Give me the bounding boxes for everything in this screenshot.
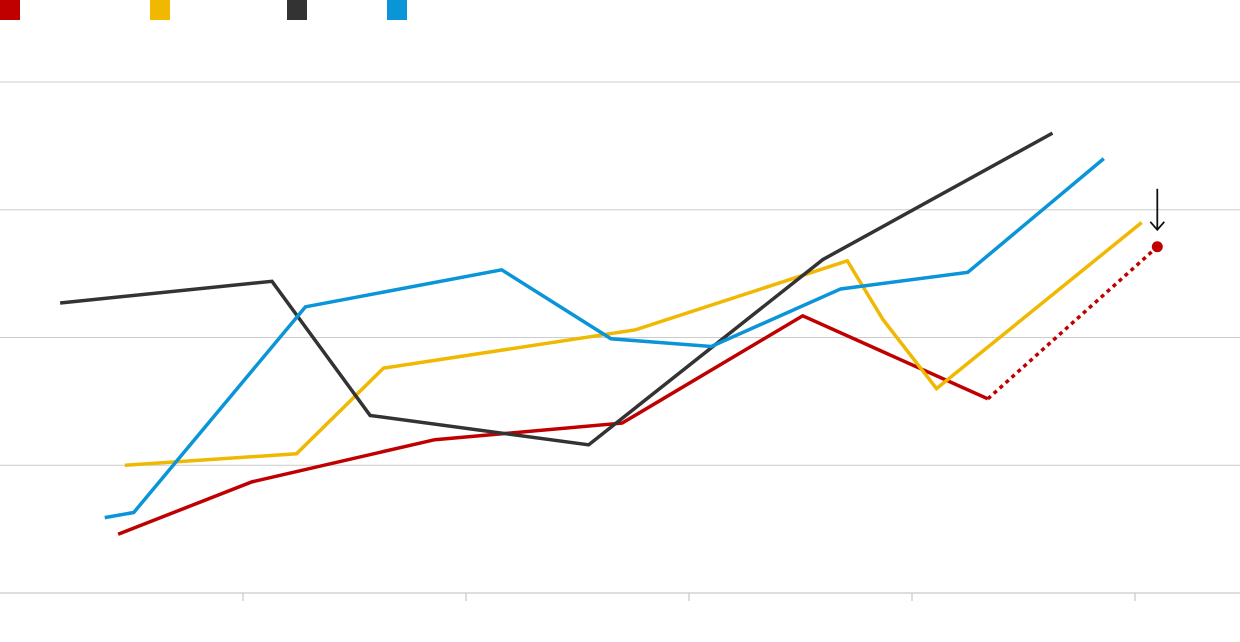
legend-item [287,0,307,20]
legend-swatch [387,0,407,20]
series-line-2 [59,131,1054,447]
legend-item [0,0,20,20]
annotation-arrow-head [1149,221,1165,232]
gridlines [0,81,1240,594]
legend-item [387,0,407,20]
series-line-1 [124,221,1143,467]
series-group [59,131,1163,536]
legend-swatch [287,0,307,20]
series-line-0 [117,313,989,536]
annotation-arrow-icon [1149,188,1165,232]
x-axis-ticks [242,593,1136,601]
legend [0,0,1240,22]
series-line-3 [104,157,1105,520]
series-end-point-0 [1151,241,1163,253]
legend-swatch [0,0,20,20]
legend-item [150,0,170,20]
legend-swatch [150,0,170,20]
series-line-projection-0 [986,245,1159,401]
